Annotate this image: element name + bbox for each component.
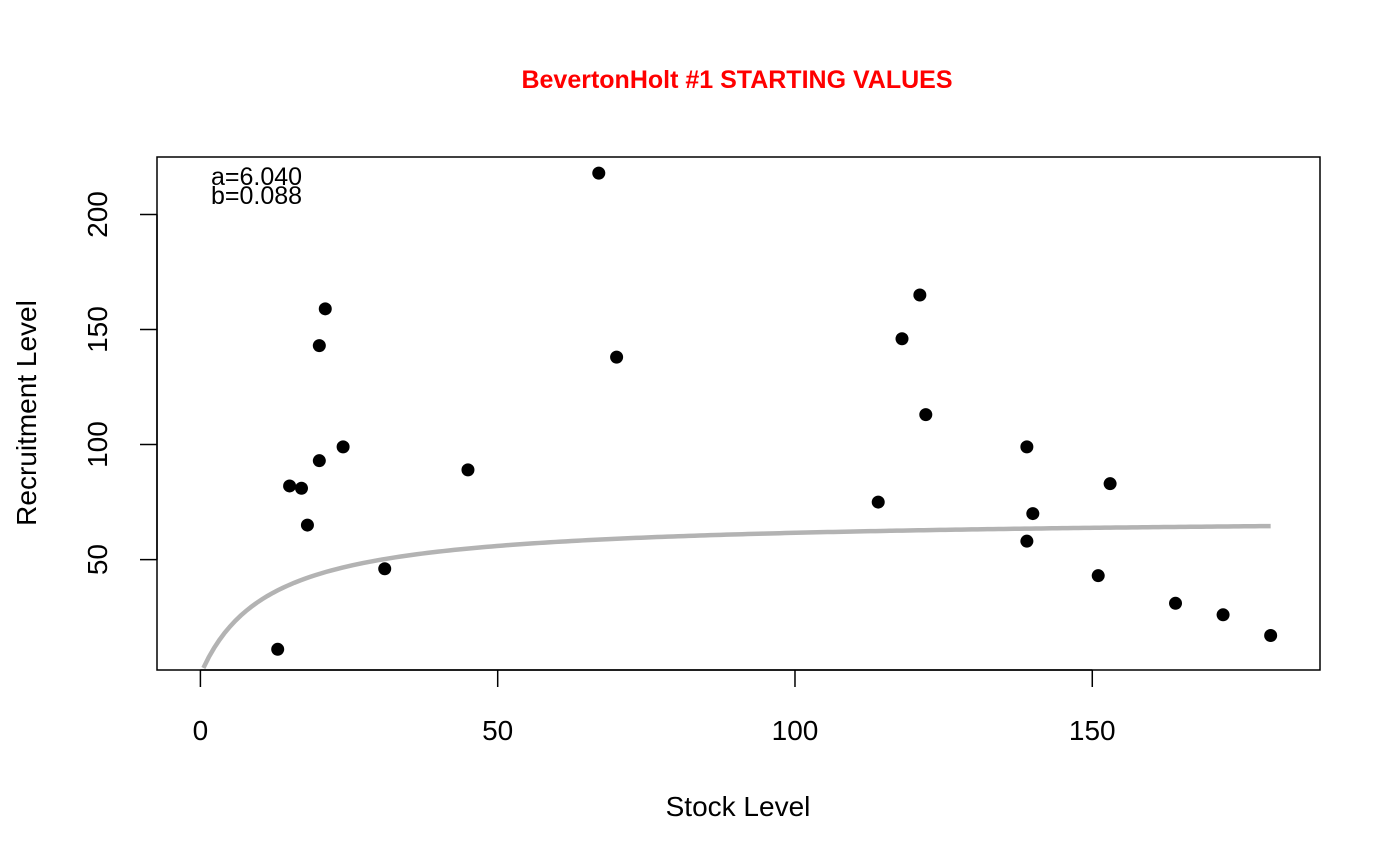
data-point <box>1026 507 1040 521</box>
data-point <box>913 288 927 302</box>
data-point <box>300 518 314 532</box>
y-tick-label: 50 <box>82 544 113 575</box>
annotation-b: b=0.088 <box>211 182 302 210</box>
x-tick-label: 50 <box>482 715 513 746</box>
x-tick-label: 0 <box>193 715 209 746</box>
data-point <box>378 562 392 576</box>
data-point <box>1091 569 1105 583</box>
data-point <box>592 166 606 180</box>
data-points <box>271 166 1278 656</box>
data-point <box>1264 628 1278 642</box>
data-point <box>312 454 326 468</box>
x-axis-label: Stock Level <box>666 791 811 822</box>
y-axis: 50 100 150 200 <box>82 191 158 575</box>
data-point <box>1103 477 1117 491</box>
data-point <box>1216 608 1230 622</box>
beverton-holt-curve <box>201 523 1271 669</box>
data-point <box>1020 534 1034 548</box>
data-point <box>610 350 624 364</box>
y-tick-label: 100 <box>82 421 113 468</box>
data-point <box>336 440 350 454</box>
x-tick-label: 100 <box>772 715 819 746</box>
data-point <box>895 332 909 346</box>
y-axis-label: Recruitment Level <box>11 300 42 526</box>
data-point <box>1169 596 1183 610</box>
data-point <box>312 339 326 353</box>
data-point <box>919 408 933 422</box>
y-tick-label: 150 <box>82 306 113 353</box>
data-point <box>461 463 475 477</box>
x-axis: 0 50 100 150 <box>193 669 1116 746</box>
plot-frame <box>156 156 1321 671</box>
annotation-a: a=6.040 <box>211 163 302 191</box>
data-point <box>871 495 885 509</box>
chart-title: BevertonHolt #1 STARTING VALUES <box>521 66 952 94</box>
data-point <box>271 642 285 656</box>
data-point <box>318 302 332 316</box>
y-tick-label: 200 <box>82 191 113 238</box>
x-tick-label: 150 <box>1069 715 1116 746</box>
data-point <box>283 479 297 493</box>
data-point <box>1020 440 1034 454</box>
data-point <box>294 481 308 495</box>
